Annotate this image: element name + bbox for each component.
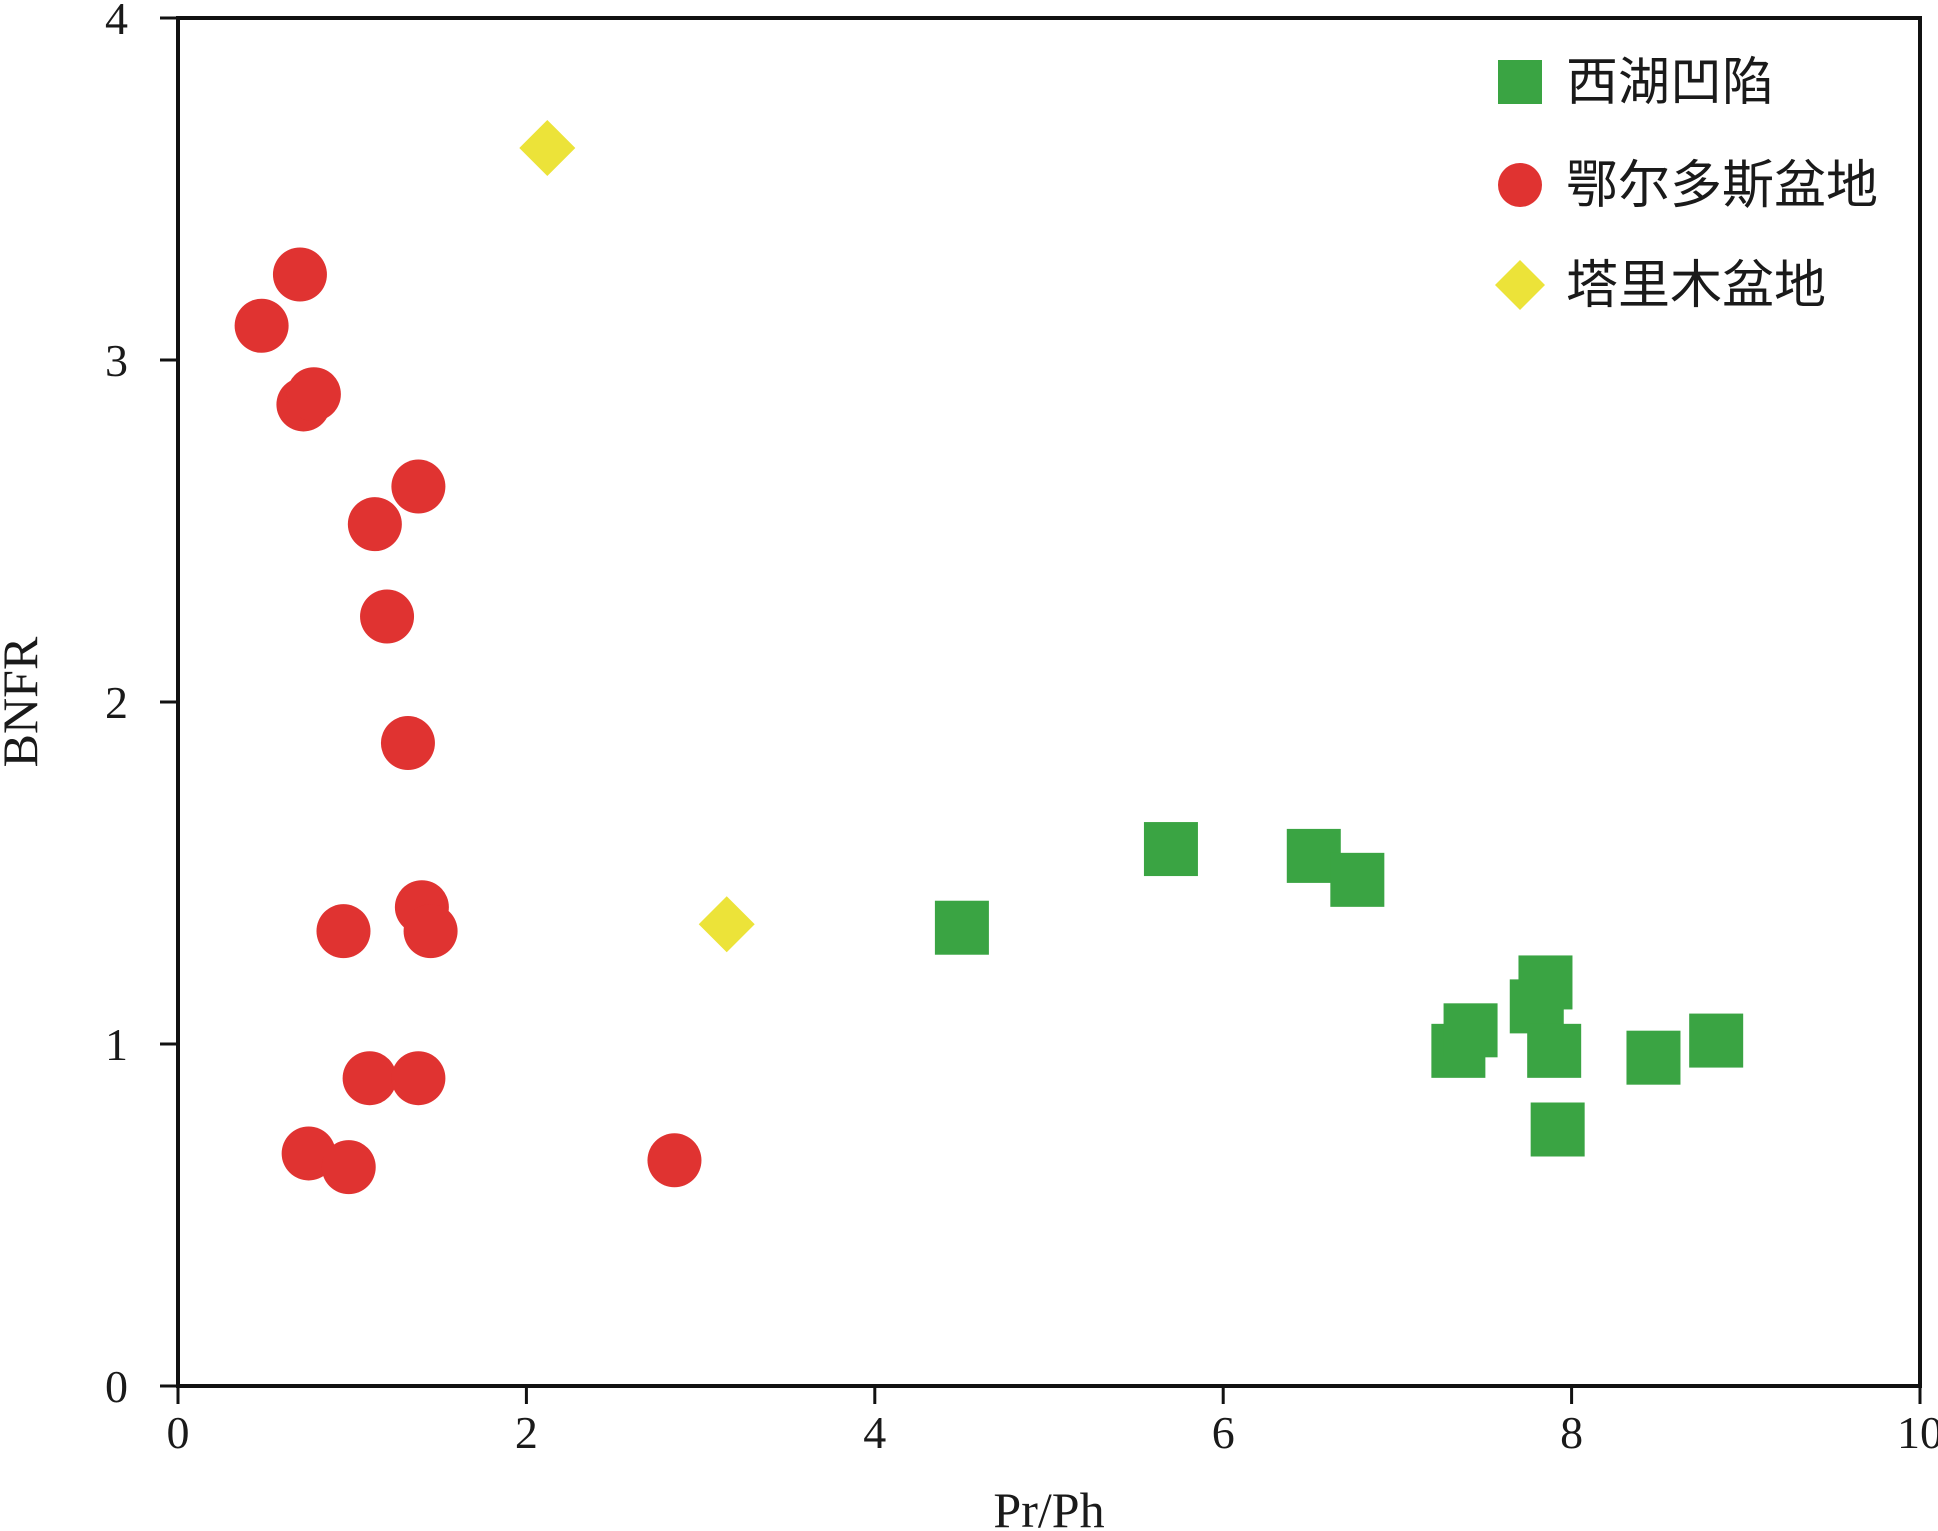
circle-point <box>321 1140 376 1195</box>
x-tick-label: 10 <box>1897 1407 1938 1458</box>
x-tick-label: 2 <box>515 1407 538 1458</box>
x-axis-title: Pr/Ph <box>993 1482 1104 1531</box>
data-marks <box>234 119 1744 1195</box>
y-tick-label: 2 <box>105 677 128 728</box>
square-point <box>1626 1030 1681 1085</box>
circle-point <box>316 904 371 959</box>
circle-point <box>380 716 435 771</box>
square-point <box>934 900 989 955</box>
square-point <box>1689 1013 1744 1068</box>
circle-point <box>360 589 415 644</box>
legend-square-marker <box>1498 60 1542 104</box>
axis-ticks: 0 2 4 6 8 10 0 1 2 3 4 <box>105 0 1938 1458</box>
legend-label: 西湖凹陷 <box>1566 53 1774 113</box>
x-tick-label: 8 <box>1560 1407 1583 1458</box>
circle-point <box>391 1051 446 1106</box>
y-tick-label: 4 <box>105 0 128 44</box>
y-tick-label: 0 <box>105 1361 128 1412</box>
square-point <box>1330 852 1385 907</box>
y-tick-label: 3 <box>105 335 128 386</box>
y-tick-label: 1 <box>105 1019 128 1070</box>
circle-point <box>403 904 458 959</box>
square-point <box>1443 1003 1498 1058</box>
y-axis-title: BNFR <box>0 636 48 767</box>
diamond-point <box>519 119 576 176</box>
circle-point <box>342 1051 397 1106</box>
legend-label: 鄂尔多斯盆地 <box>1566 156 1878 216</box>
x-tick-label: 6 <box>1212 1407 1235 1458</box>
x-tick-label: 0 <box>167 1407 190 1458</box>
square-point <box>1143 822 1198 877</box>
diamond-point <box>698 896 755 953</box>
square-point <box>1527 1023 1582 1078</box>
circle-point <box>391 459 446 514</box>
circle-point <box>234 298 289 353</box>
circle-point <box>347 497 402 552</box>
circle-point <box>272 247 327 302</box>
plot-frame <box>176 16 1922 1388</box>
circle-point <box>286 367 341 422</box>
circle-point <box>647 1133 702 1188</box>
legend-label: 塔里木盆地 <box>1566 256 1826 316</box>
square-point <box>1530 1102 1585 1157</box>
x-tick-label: 4 <box>863 1407 886 1458</box>
square-point <box>1518 955 1573 1010</box>
legend-diamond-marker <box>1495 260 1545 310</box>
legend-circle-marker <box>1498 163 1542 207</box>
